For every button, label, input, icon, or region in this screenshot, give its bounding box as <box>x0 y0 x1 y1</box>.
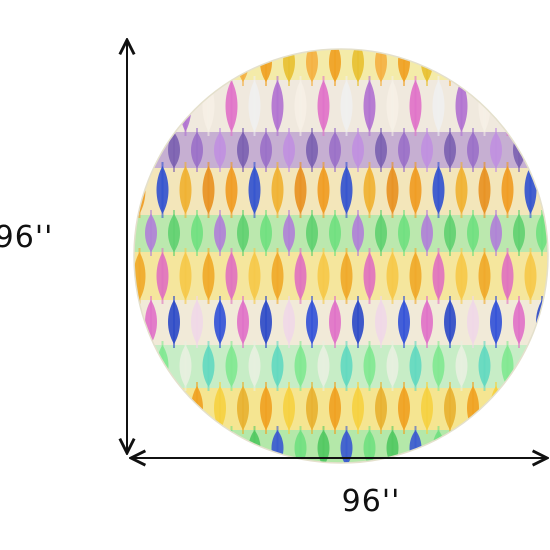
rug <box>134 49 548 463</box>
ikat-motif <box>444 49 456 82</box>
ikat-motif <box>524 80 537 132</box>
ikat-motif <box>524 345 537 387</box>
ikat-motif <box>168 386 180 430</box>
ikat-motif <box>179 430 192 463</box>
ikat-motif <box>225 430 238 463</box>
ikat-motif <box>145 49 157 82</box>
ikat-motif <box>478 430 491 463</box>
ikat-motif <box>191 49 203 82</box>
ikat-motif <box>214 49 226 82</box>
ikat-motif <box>455 430 468 463</box>
ikat-motif <box>156 80 169 132</box>
ikat-motif <box>536 132 548 168</box>
width-label: 96'' <box>342 484 401 519</box>
ikat-motif <box>134 430 146 463</box>
ikat-motif <box>134 430 548 463</box>
ikat-motif <box>467 49 479 82</box>
ikat-motif <box>134 345 146 387</box>
ikat-motif <box>134 215 548 252</box>
ikat-motif <box>145 132 157 168</box>
ikat-motif <box>513 49 525 82</box>
ikat-motif <box>536 386 548 430</box>
ikat-motif <box>536 49 548 82</box>
ikat-motif <box>524 430 537 463</box>
rug-pattern <box>134 49 548 463</box>
height-label: 96'' <box>0 220 53 255</box>
ikat-motif <box>501 80 514 132</box>
ikat-motif <box>134 300 548 345</box>
ikat-motif <box>156 430 169 463</box>
ikat-motif <box>168 49 180 82</box>
ikat-motif <box>202 430 215 463</box>
ikat-motif <box>501 430 514 463</box>
ikat-motif <box>145 386 157 430</box>
ikat-motif <box>134 80 146 132</box>
ikat-motif <box>513 386 525 430</box>
ikat-motif <box>490 49 502 82</box>
